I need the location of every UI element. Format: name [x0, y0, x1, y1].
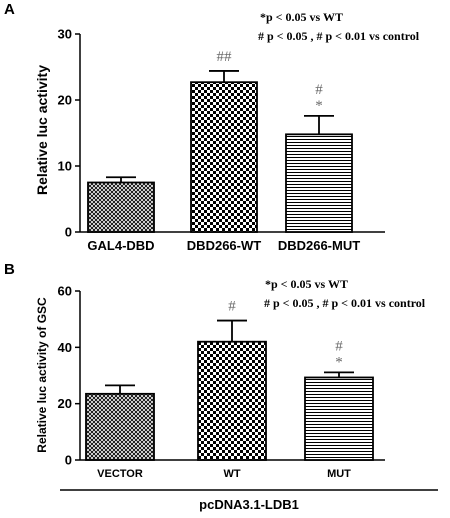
panel-a-bar-gal4-dbd	[87, 181, 155, 233]
panel-a-category-label: GAL4-DBD	[87, 238, 154, 253]
panel-b-legend-line-2: # p < 0.05 , # p < 0.01 vs control	[264, 296, 426, 310]
panel-b-error-bars	[105, 319, 354, 394]
panel-b-bar-wt	[197, 340, 267, 461]
panel-b-bar-mut	[304, 376, 374, 461]
panel-a-y-ticks: 0 10 20 30	[58, 27, 80, 240]
panel-a-y-tick-label: 20	[58, 93, 72, 108]
panel-b-significance-hash: #	[335, 338, 343, 354]
panel-b-y-tick-label: 40	[58, 340, 72, 355]
panel-a: A *p < 0.05 vs WT # p < 0.05 , # p < 0.0…	[4, 1, 420, 253]
panel-b-category-label: MUT	[327, 468, 351, 480]
panel-a-error-bars	[106, 70, 334, 183]
panel-b-group-label: pcDNA3.1-LDB1	[199, 497, 299, 512]
panel-b-bar-vector	[85, 392, 155, 461]
panel-b-category-labels: VECTOR WT MUT	[97, 468, 351, 480]
panel-b-letter: B	[4, 261, 15, 278]
panel-b: B *p < 0.05 vs WT # p < 0.05 , # p < 0.0…	[4, 261, 438, 512]
panel-b-bars	[85, 340, 374, 461]
panel-a-significance-marks: ###*	[217, 49, 324, 114]
panel-a-bar-dbd266-mut	[285, 133, 353, 233]
panel-a-y-tick-label: 10	[58, 159, 72, 174]
panel-b-category-label: WT	[223, 468, 240, 480]
panel-a-letter: A	[4, 1, 15, 18]
panel-a-category-labels: GAL4-DBD DBD266-WT DBD266-MUT	[87, 238, 360, 253]
panel-a-legend-line-1: *p < 0.05 vs WT	[260, 10, 343, 24]
panel-a-y-tick-label: 30	[58, 27, 72, 42]
panel-a-category-label: DBD266-MUT	[278, 238, 360, 253]
panel-b-significance-hash: #	[228, 299, 236, 315]
panel-a-significance-hash: ##	[217, 49, 233, 65]
panel-b-y-tick-label: 20	[58, 396, 72, 411]
panel-a-significance-hash: #	[315, 82, 323, 98]
panel-b-y-tick-label: 0	[65, 453, 72, 468]
panel-a-legend-line-2: # p < 0.05 , # p < 0.01 vs control	[258, 29, 420, 43]
panel-b-y-ticks: 0 20 40 60	[58, 284, 80, 468]
panel-b-y-tick-label: 60	[58, 284, 72, 299]
panel-a-bar-dbd266-wt	[190, 81, 258, 233]
panel-b-significance-star: *	[335, 354, 343, 370]
panel-b-legend-line-1: *p < 0.05 vs WT	[265, 277, 348, 291]
panel-a-significance-star: *	[315, 98, 323, 114]
panel-a-y-axis-label: Relative luc activity	[34, 65, 50, 195]
panel-a-bars	[87, 81, 353, 233]
panel-b-category-label: VECTOR	[97, 468, 143, 480]
panel-b-significance-marks: ##*	[228, 299, 343, 371]
panel-a-category-label: DBD266-WT	[187, 238, 261, 253]
panel-b-y-axis-label: Relative luc activity of GSC	[35, 297, 49, 453]
panel-a-y-tick-label: 0	[65, 225, 72, 240]
